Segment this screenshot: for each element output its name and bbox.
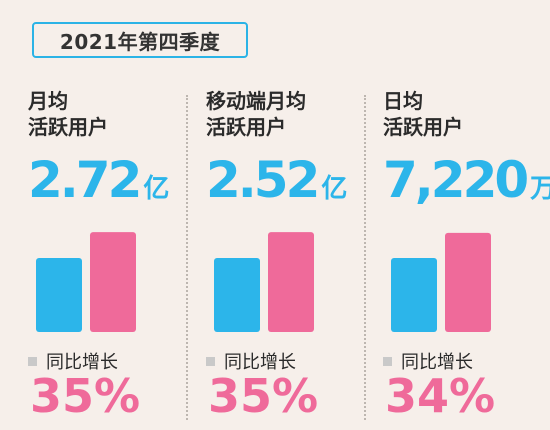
bar-prior-year bbox=[391, 258, 437, 332]
legend-square-icon bbox=[28, 356, 37, 366]
metric-number: 2.52 bbox=[206, 151, 320, 209]
growth-value: 34% bbox=[385, 369, 496, 423]
column-divider bbox=[186, 95, 188, 420]
bar-prior-year bbox=[36, 258, 82, 332]
metric-value: 7,220 万 bbox=[383, 150, 550, 210]
growth-bar-chart bbox=[214, 232, 314, 332]
metric-value: 2.52 亿 bbox=[206, 150, 347, 210]
growth-label-text: 同比增长 bbox=[46, 352, 118, 373]
metric-label-line1: 日均 bbox=[383, 89, 423, 113]
metric-label: 月均 活跃用户 bbox=[28, 88, 108, 140]
metric-label-line1: 月均 bbox=[28, 89, 68, 113]
metric-number: 7,220 bbox=[383, 151, 529, 209]
bar-prior-year bbox=[214, 258, 260, 332]
metric-label-line2: 活跃用户 bbox=[206, 115, 286, 139]
growth-value: 35% bbox=[208, 369, 319, 423]
growth-label-text: 同比增长 bbox=[224, 352, 296, 373]
growth-label: 同比增长 bbox=[28, 348, 118, 374]
metric-unit: 万 bbox=[530, 174, 550, 204]
metric-value: 2.72 亿 bbox=[28, 150, 169, 210]
legend-square-icon bbox=[206, 356, 215, 366]
metric-card-mobile-mau: 移动端月均 活跃用户 2.52 亿 同比增长 35% bbox=[198, 80, 358, 430]
growth-bar-chart bbox=[391, 232, 491, 332]
metric-label-line2: 活跃用户 bbox=[383, 115, 463, 139]
bar-current-year bbox=[445, 232, 491, 332]
metric-label: 移动端月均 活跃用户 bbox=[206, 88, 306, 140]
metric-card-dau: 日均 活跃用户 7,220 万 同比增长 34% bbox=[375, 80, 550, 430]
column-divider bbox=[364, 95, 366, 420]
metric-card-mau: 月均 活跃用户 2.72 亿 同比增长 35% bbox=[20, 80, 180, 430]
metric-label: 日均 活跃用户 bbox=[383, 88, 463, 140]
growth-label-text: 同比增长 bbox=[401, 352, 473, 373]
metric-label-line2: 活跃用户 bbox=[28, 115, 108, 139]
growth-value: 35% bbox=[30, 369, 141, 423]
legend-square-icon bbox=[383, 356, 392, 366]
growth-label: 同比增长 bbox=[383, 348, 473, 374]
metric-label-line1: 移动端月均 bbox=[206, 89, 306, 113]
growth-label: 同比增长 bbox=[206, 348, 296, 374]
bar-current-year bbox=[90, 232, 136, 332]
bar-current-year bbox=[268, 232, 314, 332]
period-title-box: 2021年第四季度 bbox=[32, 22, 248, 58]
metric-unit: 亿 bbox=[321, 174, 348, 204]
growth-bar-chart bbox=[36, 232, 136, 332]
metric-unit: 亿 bbox=[143, 174, 170, 204]
metric-number: 2.72 bbox=[28, 151, 142, 209]
period-title: 2021年第四季度 bbox=[59, 29, 221, 54]
